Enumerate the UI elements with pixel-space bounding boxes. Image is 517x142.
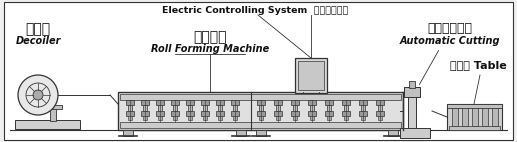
Bar: [216, 100, 224, 105]
Bar: [233, 116, 237, 120]
Bar: [308, 111, 316, 116]
Bar: [298, 61, 324, 90]
Bar: [462, 108, 468, 126]
Bar: [361, 105, 365, 111]
Bar: [173, 105, 177, 111]
Bar: [126, 111, 134, 116]
Bar: [359, 100, 367, 105]
Bar: [50, 108, 56, 121]
Bar: [291, 111, 299, 116]
Bar: [482, 108, 488, 126]
Bar: [404, 87, 420, 97]
Bar: [186, 100, 194, 105]
Bar: [171, 111, 179, 116]
Bar: [449, 126, 500, 130]
Bar: [378, 105, 382, 111]
Bar: [188, 105, 192, 111]
Bar: [236, 130, 246, 136]
Text: 开卷机: 开卷机: [25, 22, 51, 36]
Bar: [143, 116, 147, 120]
Bar: [310, 105, 314, 111]
Bar: [361, 116, 365, 120]
Bar: [216, 111, 224, 116]
Bar: [188, 116, 192, 120]
Bar: [447, 104, 502, 130]
Bar: [259, 116, 263, 120]
Bar: [141, 100, 149, 105]
Bar: [128, 116, 132, 120]
Bar: [295, 58, 327, 93]
Circle shape: [18, 75, 58, 115]
Bar: [171, 100, 179, 105]
Bar: [158, 116, 162, 120]
Bar: [325, 111, 333, 116]
Bar: [156, 111, 164, 116]
Bar: [218, 116, 222, 120]
Text: Roll Forming Machine: Roll Forming Machine: [151, 44, 269, 54]
Text: Electric Controlling System  电气控制系统: Electric Controlling System 电气控制系统: [162, 6, 348, 15]
Bar: [218, 105, 222, 111]
Bar: [203, 105, 207, 111]
Bar: [344, 105, 348, 111]
Bar: [452, 108, 458, 126]
Bar: [327, 105, 331, 111]
Bar: [233, 105, 237, 111]
Bar: [310, 116, 314, 120]
Bar: [276, 116, 280, 120]
Bar: [141, 111, 149, 116]
Text: Decoiler: Decoiler: [16, 36, 60, 46]
Bar: [128, 105, 132, 111]
Bar: [44, 105, 62, 109]
Bar: [156, 100, 164, 105]
Bar: [342, 100, 350, 105]
Bar: [342, 111, 350, 116]
Bar: [325, 100, 333, 105]
Circle shape: [33, 90, 43, 100]
Text: Automatic Cutting: Automatic Cutting: [400, 36, 500, 46]
Bar: [291, 100, 299, 105]
Bar: [158, 105, 162, 111]
Bar: [276, 105, 280, 111]
Bar: [274, 100, 282, 105]
Bar: [327, 116, 331, 120]
Bar: [400, 128, 430, 138]
Bar: [409, 81, 415, 88]
Bar: [408, 95, 416, 130]
Bar: [359, 111, 367, 116]
Bar: [259, 105, 263, 111]
Bar: [447, 104, 502, 108]
Bar: [376, 111, 384, 116]
Bar: [231, 111, 239, 116]
Bar: [472, 108, 478, 126]
Bar: [231, 100, 239, 105]
Bar: [257, 111, 265, 116]
Bar: [203, 116, 207, 120]
Bar: [123, 130, 133, 136]
Bar: [308, 100, 316, 105]
Bar: [120, 94, 401, 100]
Bar: [388, 130, 398, 136]
Bar: [118, 92, 403, 130]
Bar: [120, 122, 401, 128]
Bar: [293, 105, 297, 111]
Text: 成型主机: 成型主机: [193, 30, 227, 44]
Bar: [257, 100, 265, 105]
Bar: [201, 111, 209, 116]
Bar: [293, 116, 297, 120]
Bar: [143, 105, 147, 111]
Bar: [376, 100, 384, 105]
Bar: [186, 111, 194, 116]
Bar: [201, 100, 209, 105]
Bar: [256, 130, 266, 136]
Bar: [15, 120, 80, 129]
Bar: [492, 108, 498, 126]
Bar: [344, 116, 348, 120]
Bar: [274, 111, 282, 116]
Bar: [126, 100, 134, 105]
Bar: [378, 116, 382, 120]
Bar: [173, 116, 177, 120]
Text: 液压切断系统: 液压切断系统: [428, 22, 473, 35]
Text: 出料台 Table: 出料台 Table: [450, 60, 506, 70]
